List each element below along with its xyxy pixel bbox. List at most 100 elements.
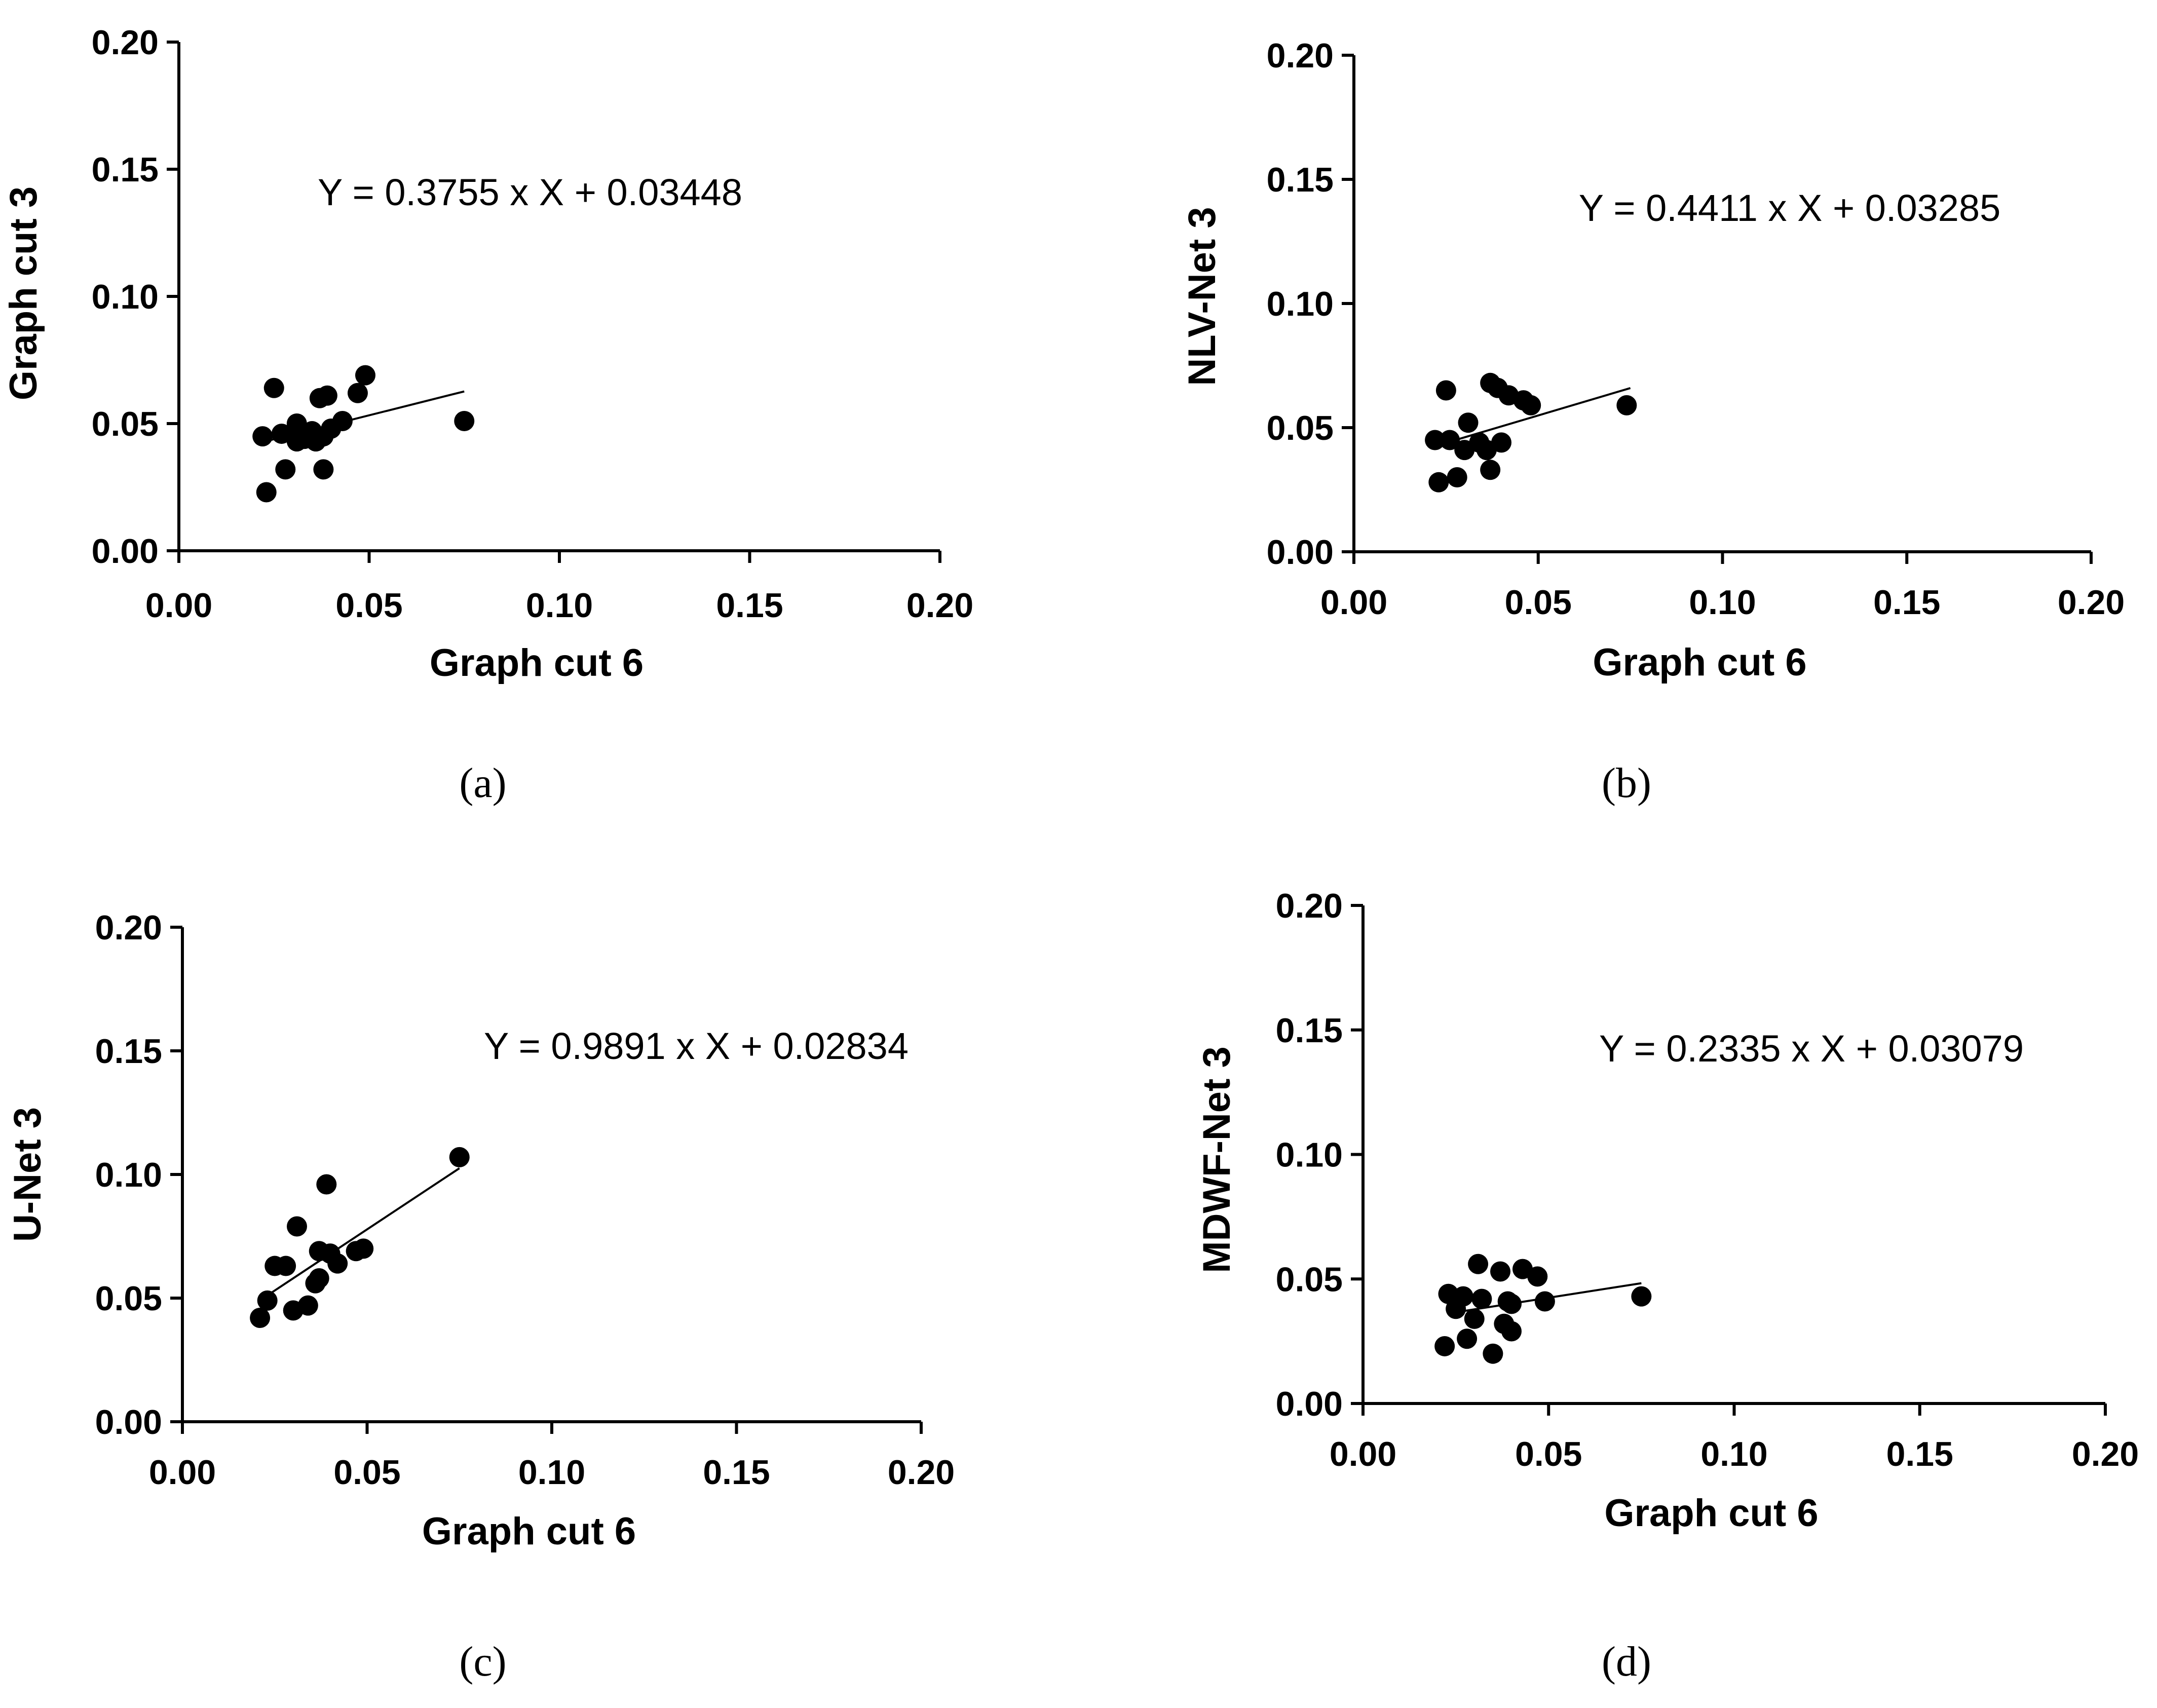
data-point <box>1631 1286 1652 1307</box>
x-tick-label-0-10: 0.10 <box>1700 1435 1767 1473</box>
x-axis-title: Graph cut 6 <box>422 1510 636 1553</box>
y-tick-label-0-00: 0.00 <box>92 532 159 571</box>
data-point <box>256 482 277 503</box>
data-point <box>1428 472 1449 492</box>
y-axis-title: MDWF-Net 3 <box>1195 1046 1238 1273</box>
data-point <box>1616 395 1637 415</box>
chart-panel-1: 0.00 0.05 0.10 0.15 0.20 0.00 0.05 0.10 0.15 0.20… <box>1181 36 2125 807</box>
data-point <box>1527 1266 1548 1287</box>
data-point <box>1464 1308 1485 1329</box>
y-tick-label-0-10: 0.10 <box>95 1156 162 1194</box>
x-tick-label-0-10: 0.10 <box>1689 583 1756 622</box>
y-tick-label-0-15: 0.15 <box>95 1032 162 1071</box>
x-tick-label-0-05: 0.05 <box>1515 1435 1582 1473</box>
data-point <box>1521 395 1541 415</box>
y-axis-title: U-Net 3 <box>6 1107 49 1242</box>
y-tick-label-0-10: 0.10 <box>92 278 159 316</box>
y-axis-title: NLV-Net 3 <box>1181 207 1224 386</box>
data-point <box>353 1238 374 1259</box>
y-tick-label-0-10: 0.10 <box>1276 1136 1343 1174</box>
x-tick-label-0-20: 0.20 <box>906 586 973 625</box>
y-axis-title: Graph cut 3 <box>2 186 45 400</box>
y-tick-label-0-20: 0.20 <box>1267 36 1334 75</box>
y-tick-label-0-15: 0.15 <box>92 150 159 189</box>
x-tick-label-0-05: 0.05 <box>333 1453 400 1492</box>
y-tick-label-0-00: 0.00 <box>95 1403 162 1441</box>
panel-label: (a) <box>459 760 506 807</box>
data-point <box>454 410 475 431</box>
data-point <box>1440 430 1460 450</box>
data-point <box>1491 432 1511 453</box>
regression-line <box>270 1167 460 1294</box>
x-tick-label-0-05: 0.05 <box>1505 583 1572 622</box>
x-tick-label-0-15: 0.15 <box>1886 1435 1953 1473</box>
data-point <box>1425 430 1446 450</box>
x-tick-label-0-00: 0.00 <box>1320 583 1387 622</box>
panel-label: (b) <box>1602 760 1651 807</box>
data-point <box>327 1253 348 1274</box>
data-point <box>250 1308 271 1329</box>
data-point <box>1480 460 1501 480</box>
x-tick-label-0-00: 0.00 <box>149 1453 216 1492</box>
data-point <box>286 413 307 434</box>
data-point <box>355 365 375 386</box>
x-tick-label-0-00: 0.00 <box>1330 1435 1396 1473</box>
x-tick-label-0-05: 0.05 <box>335 586 402 625</box>
data-point <box>316 1174 337 1195</box>
data-point <box>1501 1321 1522 1342</box>
data-point <box>1435 380 1456 401</box>
y-tick-label-0-20: 0.20 <box>95 908 162 947</box>
data-point <box>1471 1288 1492 1309</box>
panel-label: (d) <box>1602 1638 1651 1685</box>
data-point <box>1501 1294 1522 1314</box>
x-axis-title: Graph cut 6 <box>430 641 644 685</box>
regression-equation: Y = 0.9891 x X + 0.02834 <box>484 1025 909 1067</box>
data-point <box>275 459 296 480</box>
data-point <box>1458 412 1479 433</box>
x-tick-label-0-00: 0.00 <box>145 586 212 625</box>
data-point <box>252 426 273 447</box>
y-tick-label-0-20: 0.20 <box>1276 887 1343 925</box>
x-tick-label-0-15: 0.15 <box>1873 583 1940 622</box>
y-tick-label-0-15: 0.15 <box>1267 161 1334 199</box>
y-tick-label-0-05: 0.05 <box>1267 409 1334 447</box>
data-point <box>1468 1254 1489 1274</box>
panel-label: (c) <box>459 1638 506 1685</box>
y-tick-label-0-15: 0.15 <box>1276 1011 1343 1050</box>
x-tick-label-0-15: 0.15 <box>703 1453 770 1492</box>
data-point <box>1447 467 1467 487</box>
data-point <box>1453 1286 1473 1307</box>
chart-panel-0: 0.00 0.05 0.10 0.15 0.20 0.00 0.05 0.10 0.15 0.20… <box>2 23 973 807</box>
regression-equation: Y = 0.3755 x X + 0.03448 <box>318 171 742 213</box>
chart-panel-3: 0.00 0.05 0.10 0.15 0.20 0.00 0.05 0.10 0.15 0.20… <box>1195 887 2139 1685</box>
data-point <box>1457 1329 1478 1349</box>
y-tick-label-0-20: 0.20 <box>92 23 159 62</box>
data-point <box>1483 1343 1503 1364</box>
y-tick-label-0-05: 0.05 <box>1276 1260 1343 1299</box>
regression-equation: Y = 0.2335 x X + 0.03079 <box>1599 1028 2024 1070</box>
chart-panel-2: 0.00 0.05 0.10 0.15 0.20 0.00 0.05 0.10 0.15 0.20… <box>6 908 955 1685</box>
data-point <box>257 1290 278 1311</box>
x-tick-label-0-20: 0.20 <box>888 1453 955 1492</box>
data-point <box>449 1147 470 1167</box>
x-tick-label-0-15: 0.15 <box>716 586 783 625</box>
data-point <box>317 385 337 406</box>
data-point <box>263 377 284 398</box>
y-tick-label-0-05: 0.05 <box>95 1279 162 1318</box>
data-point <box>347 383 368 403</box>
data-point <box>1490 1261 1511 1282</box>
data-point <box>309 1268 329 1288</box>
y-tick-label-0-05: 0.05 <box>92 405 159 443</box>
x-axis-title: Graph cut 6 <box>1593 641 1806 684</box>
data-point <box>297 1295 318 1316</box>
data-point <box>332 410 353 431</box>
data-point <box>276 1256 296 1276</box>
y-tick-label-0-10: 0.10 <box>1267 285 1334 323</box>
regression-equation: Y = 0.4411 x X + 0.03285 <box>1579 187 2001 229</box>
data-point <box>1434 1336 1455 1356</box>
data-point <box>313 459 334 480</box>
x-tick-label-0-10: 0.10 <box>518 1453 585 1492</box>
y-tick-label-0-00: 0.00 <box>1276 1385 1343 1423</box>
